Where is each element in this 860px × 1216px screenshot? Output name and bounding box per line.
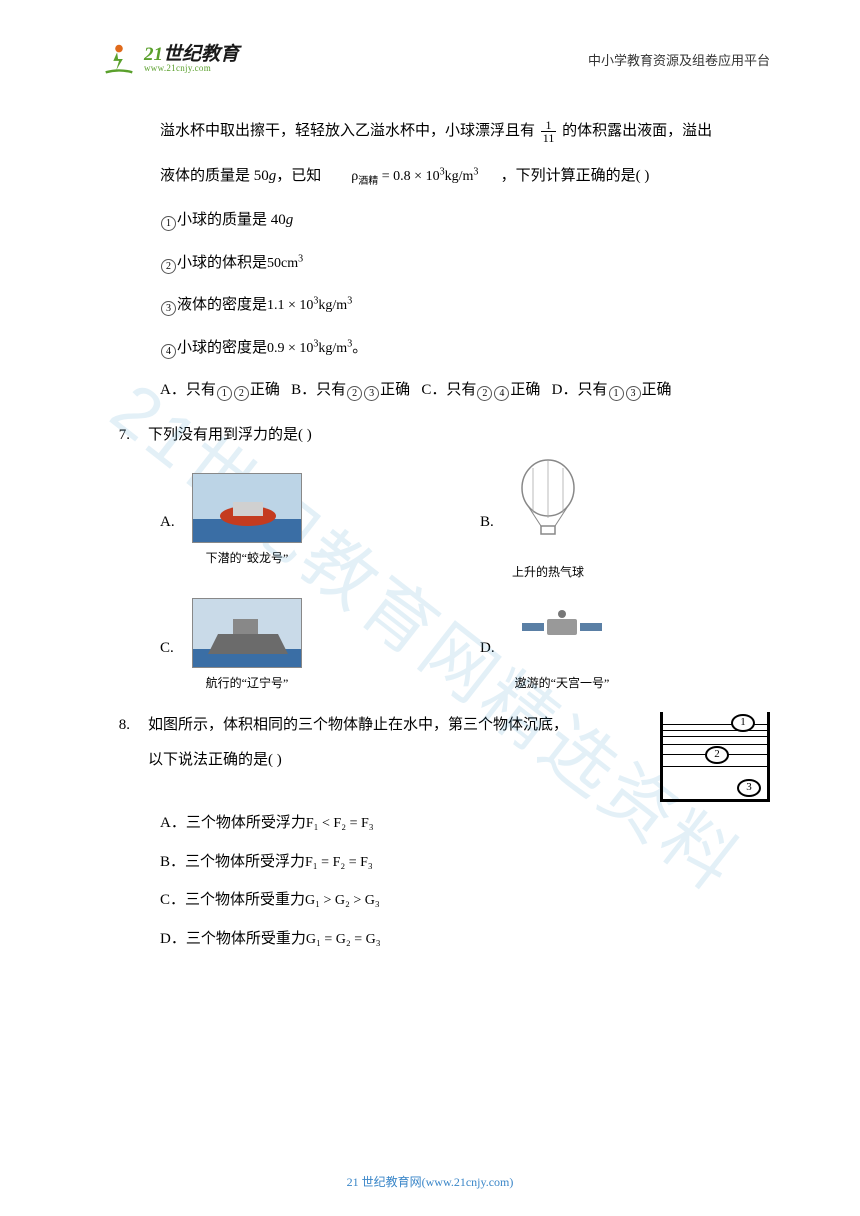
statement-3: 3液体的密度是1.1 × 103kg/m3: [100, 288, 770, 323]
circled-2-icon: 2: [161, 259, 176, 274]
statement-2: 2小球的体积是50cm3: [100, 246, 770, 281]
q6-cont-line1: 溢水杯中取出擦干，轻轻放入乙溢水杯中，小球漂浮且有 1 11 的体积露出液面，溢…: [100, 114, 770, 149]
q8-object-3: 3: [737, 779, 761, 797]
q7-image-b: [513, 458, 583, 557]
q7-answer-blank: ( ): [298, 427, 312, 443]
logo-url: www.21cnjy.com: [144, 64, 239, 73]
q8-object-2: 2: [705, 746, 729, 764]
page-header: 21世纪教育 www.21cnjy.com 中小学教育资源及组卷应用平台: [100, 40, 770, 84]
logo: 21世纪教育 www.21cnjy.com: [100, 40, 239, 78]
page-footer: 21 世纪教育网(www.21cnjy.com): [0, 1173, 860, 1190]
answer-blank: ( ): [636, 159, 650, 194]
q6-cont-line2: 液体的质量是 50g，已知 ρ酒精 = 0.8 × 103kg/m3 ，下列计算…: [100, 159, 770, 194]
q7-image-grid: A. 下潜的“蛟龙号” B.: [100, 458, 770, 698]
logo-21: 21: [144, 44, 163, 65]
question-8: 8. 如图所示，体积相同的三个物体静止在水中，第三个物体沉底， 以下说法正确的是…: [100, 708, 770, 802]
q7-image-d: [512, 599, 612, 668]
q8-answer-blank: ( ): [268, 752, 282, 768]
statement-1: 1小球的质量是 40g: [100, 203, 770, 238]
content: 溢水杯中取出擦干，轻轻放入乙溢水杯中，小球漂浮且有 1 11 的体积露出液面，溢…: [100, 114, 770, 956]
q8-object-1: 1: [731, 714, 755, 732]
page: 21世纪教育网精选资料 21世纪教育 www.21cnjy.com 中小学教育资…: [0, 0, 860, 1216]
q8-choice-d: D．三个物体所受重力G₁ = G₂ = G₃: [100, 922, 770, 957]
logo-text: 21世纪教育 www.21cnjy.com: [144, 45, 239, 73]
q7-image-c: [192, 598, 302, 668]
q8-choice-c: C．三个物体所受重力G₁ > G₂ > G₃: [100, 883, 770, 918]
q7-choice-d: D. 遨游的“天宫一号”: [480, 598, 760, 698]
fraction-1-11: 1 11: [541, 119, 557, 144]
circled-3-icon: 3: [161, 301, 176, 316]
q7-choice-a: A. 下潜的“蛟龙号”: [160, 458, 440, 586]
circled-4-icon: 4: [161, 344, 176, 359]
logo-brand-cn: 世纪教育: [163, 44, 239, 65]
density-formula: ρ酒精 = 0.8 × 103kg/m3: [351, 169, 482, 184]
q7-image-a: [192, 473, 302, 543]
header-subtitle: 中小学教育资源及组卷应用平台: [588, 50, 770, 69]
q8-number: 8.: [100, 708, 130, 743]
footer-url: www.21cnjy.com: [426, 1175, 510, 1189]
runner-icon: [100, 40, 138, 78]
q8-choice-b: B．三个物体所受浮力F₁ = F₂ = F₃: [100, 845, 770, 880]
q8-figure: 1 2 3: [660, 712, 770, 802]
q7-choice-c: C. 航行的“辽宁号”: [160, 598, 440, 698]
q6-choices: A．只有12正确 B．只有23正确 C．只有24正确 D．只有13正确: [100, 373, 770, 408]
q7-number: 7.: [100, 418, 130, 453]
statement-4: 4小球的密度是0.9 × 103kg/m3。: [100, 331, 770, 366]
q7-choice-b: B. 上升的热气球: [480, 458, 760, 586]
q8-choice-a: A．三个物体所受浮力F₁ < F₂ = F₃: [100, 806, 770, 841]
circled-1-icon: 1: [161, 216, 176, 231]
q8-stem: 如图所示，体积相同的三个物体静止在水中，第三个物体沉底， 以下说法正确的是( ): [148, 708, 648, 777]
question-7: 7. 下列没有用到浮力的是( ): [100, 418, 770, 453]
